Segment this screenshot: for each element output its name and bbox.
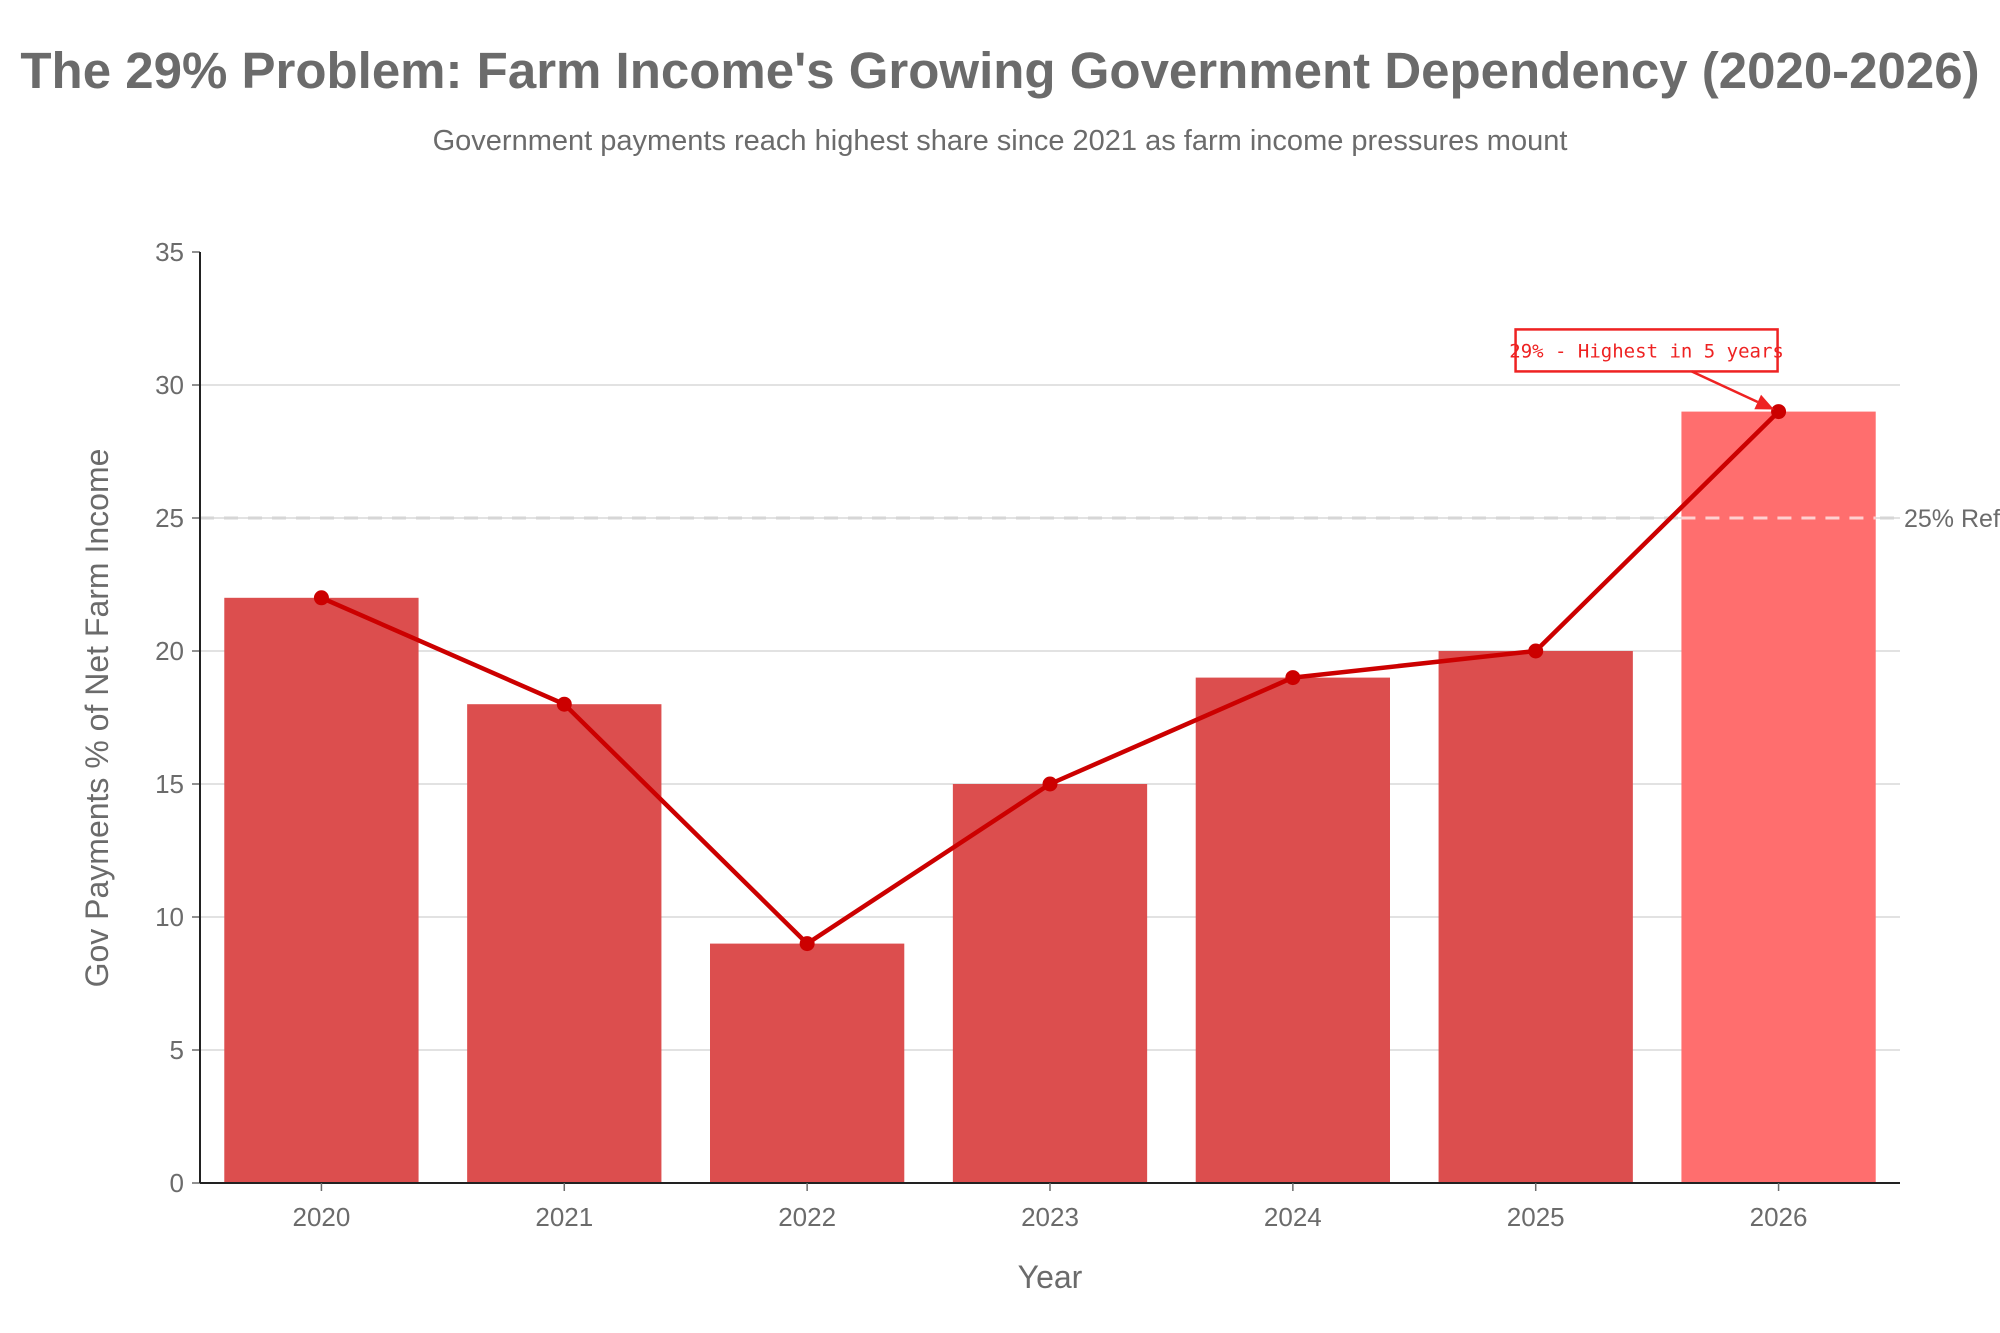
annotation-arrow-line [1691, 370, 1759, 404]
y-tick-label: 0 [170, 1168, 184, 1198]
x-tick-label: 2026 [1750, 1202, 1808, 1232]
y-tick-label: 30 [155, 370, 184, 400]
y-tick-label: 35 [155, 237, 184, 267]
bar-2024 [1195, 677, 1390, 1183]
y-tick-label: 15 [155, 769, 184, 799]
bar-2020 [224, 597, 419, 1183]
x-axis-title: Year [1018, 1259, 1083, 1295]
trend-point-2021 [556, 696, 572, 712]
trend-point-2025 [1528, 643, 1544, 659]
x-tick-label: 2021 [535, 1202, 593, 1232]
bar-2021 [467, 704, 662, 1183]
trend-point-2026 [1771, 404, 1787, 420]
y-tick-label: 25 [155, 503, 184, 533]
y-tick-label: 10 [155, 902, 184, 932]
reference-line-label: 25% Ref [1904, 505, 2000, 533]
y-axis-title: Gov Payments % of Net Farm Income [79, 449, 115, 988]
chart-title: The 29% Problem: Farm Income's Growing G… [20, 42, 1979, 99]
chart-subtitle: Government payments reach highest share … [433, 125, 1568, 157]
x-tick-label: 2023 [1021, 1202, 1079, 1232]
x-tick-label: 2025 [1507, 1202, 1565, 1232]
trend-point-2022 [799, 936, 815, 952]
x-tick-label: 2024 [1264, 1202, 1322, 1232]
y-tick-label: 5 [170, 1035, 184, 1065]
x-tick-label: 2020 [293, 1202, 351, 1232]
annotation-box [1514, 328, 1779, 373]
bar-2022 [710, 943, 905, 1183]
bar-2026 [1681, 411, 1876, 1184]
bars [224, 411, 1876, 1184]
trend-point-2020 [313, 590, 329, 606]
trend-line-group [313, 404, 1876, 952]
x-tick-label: 2022 [778, 1202, 836, 1232]
trend-point-2024 [1285, 670, 1301, 686]
bar-2025 [1438, 651, 1633, 1183]
trend-point-2023 [1042, 776, 1058, 792]
annotation-group: 29% - Highest in 5 years [1509, 328, 1784, 410]
annotation-text: 29% - Highest in 5 years [1509, 340, 1784, 362]
y-tick-label: 20 [155, 636, 184, 666]
annotation-arrow-head [1754, 394, 1775, 410]
bar-2023 [952, 784, 1148, 1183]
